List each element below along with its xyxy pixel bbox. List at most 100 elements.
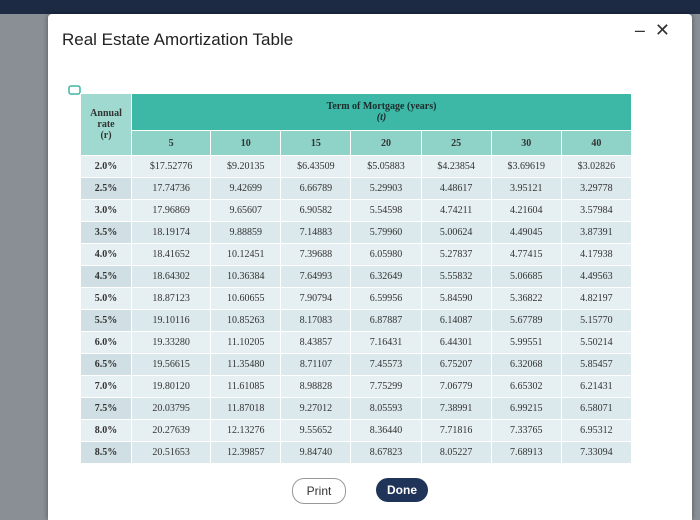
table-row: 3.5% 18.19174 9.88859 7.14883 5.79960 5.00624… (80, 221, 633, 244)
table-row: 8.5% 20.51653 12.39857 9.84740 8.67823 8.0522… (80, 441, 633, 464)
table-row: 2.0% $17.52776 $9.20135 $6.43509 $5.05883 $4.… (80, 155, 633, 178)
factor-cell: 11.61085 (210, 375, 282, 398)
factor-cell: 7.45573 (350, 353, 422, 376)
column-header-row: 5 10 15 20 25 30 40 (81, 130, 633, 156)
factor-cell: 5.84590 (420, 287, 492, 310)
factor-cell: $6.43509 (280, 155, 352, 178)
factor-cell: 20.03795 (130, 397, 212, 420)
term-header-text: Term of Mortgage (years) (326, 101, 437, 112)
factor-cell: 8.71107 (280, 353, 352, 376)
rate-cell: 7.0% (80, 375, 132, 398)
factor-cell: 9.42699 (210, 177, 282, 200)
rate-cell: 2.5% (80, 177, 132, 200)
factor-cell: 3.87391 (560, 221, 633, 244)
window-controls[interactable]: – ✕ (634, 20, 670, 40)
factor-cell: $5.05883 (350, 155, 422, 178)
header-row: Annual rate (r) Term of Mortgage (years)(… (80, 93, 632, 156)
rate-cell: 2.0% (80, 155, 132, 178)
factor-cell: 11.35480 (210, 353, 282, 376)
factor-cell: 4.17938 (560, 243, 633, 266)
factor-cell: 5.00624 (420, 221, 492, 244)
factor-cell: 5.29903 (350, 177, 422, 200)
factor-cell: 6.44301 (420, 331, 492, 354)
done-button[interactable]: Done (376, 478, 428, 502)
factor-cell: 5.54598 (350, 199, 422, 222)
term-header-symbol: (t) (376, 112, 387, 123)
table-row: 4.5% 18.64302 10.36384 7.64993 6.32649 5.5583… (80, 265, 633, 288)
print-button[interactable]: Print (292, 478, 346, 504)
factor-cell: 6.59956 (350, 287, 422, 310)
factor-cell: 18.41652 (130, 243, 212, 266)
table-row: 3.0% 17.96869 9.65607 6.90582 5.54598 4.74211… (80, 199, 633, 222)
factor-cell: 10.85263 (210, 309, 282, 332)
table-row: 6.5% 19.56615 11.35480 8.71107 7.45573 6.7520… (80, 353, 633, 376)
factor-cell: 7.14883 (280, 221, 352, 244)
factor-cell: 4.49045 (490, 221, 562, 244)
factor-cell: 9.27012 (280, 397, 352, 420)
rate-cell: 3.5% (80, 221, 132, 244)
factor-cell: 9.84740 (280, 441, 352, 464)
column-header: 30 (490, 130, 562, 156)
factor-cell: 18.19174 (130, 221, 212, 244)
factor-cell: 4.49563 (560, 265, 633, 288)
table-row: 2.5% 17.74736 9.42699 6.66789 5.29903 4.48617… (80, 177, 633, 200)
factor-cell: 6.58071 (560, 397, 633, 420)
factor-cell: 8.17083 (280, 309, 352, 332)
factor-cell: 3.29778 (560, 177, 633, 200)
factor-cell: 7.64993 (280, 265, 352, 288)
rate-cell: 6.5% (80, 353, 132, 376)
rate-cell: 4.0% (80, 243, 132, 266)
factor-cell: 9.88859 (210, 221, 282, 244)
table-row: 5.0% 18.87123 10.60655 7.90794 6.59956 5.8459… (80, 287, 633, 310)
factor-cell: 4.74211 (420, 199, 492, 222)
factor-cell: 19.10116 (130, 309, 212, 332)
factor-cell: 10.12451 (210, 243, 282, 266)
factor-cell: 18.64302 (130, 265, 212, 288)
rate-cell: 4.5% (80, 265, 132, 288)
factor-cell: 9.65607 (210, 199, 282, 222)
factor-cell: 6.14087 (420, 309, 492, 332)
factor-cell: 4.82197 (560, 287, 633, 310)
amortization-table: Annual rate (r) Term of Mortgage (years)(… (80, 93, 633, 464)
factor-cell: 6.21431 (560, 375, 633, 398)
table-row: 5.5% 19.10116 10.85263 8.17083 6.87887 6.1408… (80, 309, 633, 332)
factor-cell: 8.36440 (350, 419, 422, 442)
dialog: Real Estate Amortization Table – ✕ Annua… (48, 14, 692, 520)
factor-cell: 17.96869 (130, 199, 212, 222)
factor-cell: 6.87887 (350, 309, 422, 332)
table-row: 7.5% 20.03795 11.87018 9.27012 8.05593 7.3899… (80, 397, 633, 420)
factor-cell: $4.23854 (420, 155, 492, 178)
factor-cell: 5.55832 (420, 265, 492, 288)
factor-cell: 8.43857 (280, 331, 352, 354)
factor-cell: 7.39688 (280, 243, 352, 266)
icon[interactable] (68, 84, 82, 96)
rate-header-symbol: (r) (100, 130, 112, 141)
top-bar (0, 0, 700, 14)
factor-cell: 5.06685 (490, 265, 562, 288)
table-row: 4.0% 18.41652 10.12451 7.39688 6.05980 5.2783… (80, 243, 633, 266)
factor-cell: 7.90794 (280, 287, 352, 310)
rate-header-text: Annual rate (90, 108, 122, 130)
table-row: 7.0% 19.80120 11.61085 8.98828 7.75299 7.0677… (80, 375, 633, 398)
column-header: 40 (560, 130, 633, 156)
factor-cell: 7.33765 (490, 419, 562, 442)
factor-cell: 5.15770 (560, 309, 633, 332)
rate-cell: 8.0% (80, 419, 132, 442)
factor-cell: 5.85457 (560, 353, 633, 376)
factor-cell: 7.75299 (350, 375, 422, 398)
factor-cell: 12.13276 (210, 419, 282, 442)
factor-cell: 6.32068 (490, 353, 562, 376)
factor-cell: 4.48617 (420, 177, 492, 200)
rate-cell: 5.5% (80, 309, 132, 332)
factor-cell: 12.39857 (210, 441, 282, 464)
rate-cell: 3.0% (80, 199, 132, 222)
factor-cell: 6.32649 (350, 265, 422, 288)
rate-cell: 8.5% (80, 441, 132, 464)
factor-cell: 5.50214 (560, 331, 633, 354)
factor-cell: 7.38991 (420, 397, 492, 420)
factor-cell: 18.87123 (130, 287, 212, 310)
factor-cell: 7.71816 (420, 419, 492, 442)
factor-cell: 3.57984 (560, 199, 633, 222)
